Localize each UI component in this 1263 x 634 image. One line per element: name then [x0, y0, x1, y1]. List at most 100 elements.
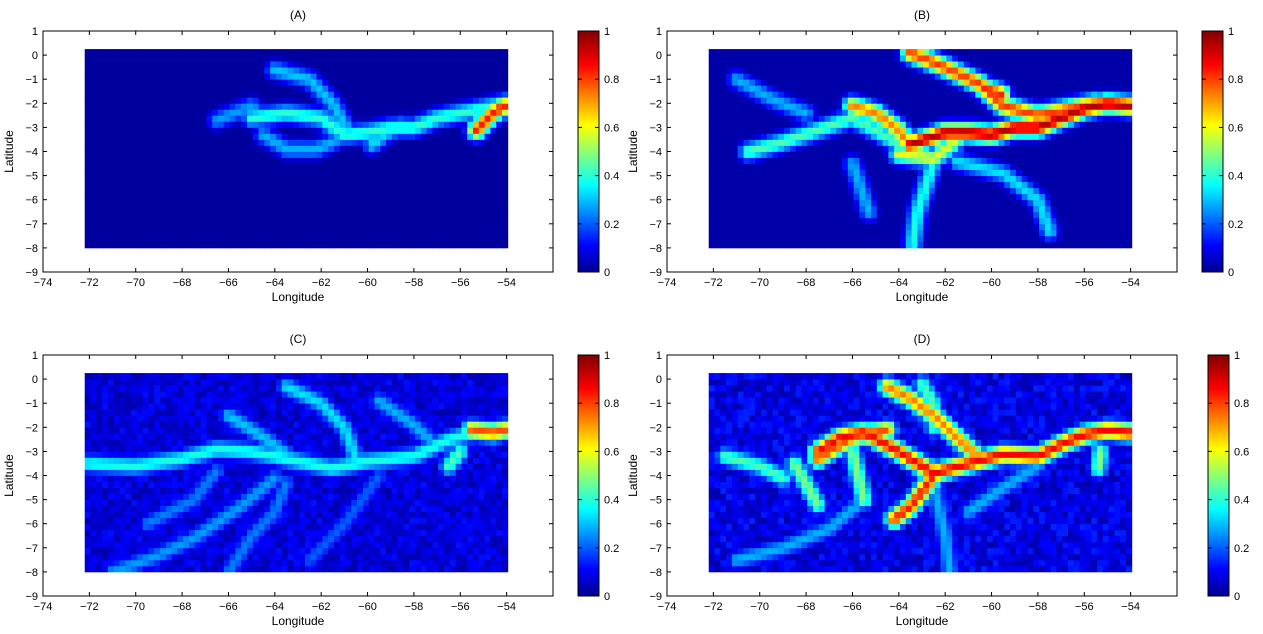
- heatmap-cell: [1062, 133, 1069, 140]
- heatmap-cell: [102, 79, 109, 86]
- heatmap-cell: [478, 175, 486, 183]
- heatmap-cell: [1062, 115, 1069, 122]
- heatmap-cell: [1097, 55, 1104, 62]
- heatmap-cell: [1073, 49, 1081, 56]
- heatmap-cell: [830, 97, 837, 104]
- heatmap-cell: [345, 61, 352, 68]
- heatmap-cell: [351, 139, 358, 146]
- heatmap-cell: [247, 79, 254, 86]
- heatmap-cell: [853, 73, 860, 80]
- heatmap-cell: [1126, 193, 1133, 201]
- heatmap-cell: [1021, 49, 1028, 56]
- heatmap-cell: [223, 217, 231, 225]
- heatmap-cell: [218, 55, 225, 62]
- heatmap-cell: [859, 145, 866, 152]
- heatmap-cell: [975, 175, 982, 183]
- heatmap-cell: [981, 217, 988, 225]
- heatmap-cell: [952, 55, 959, 62]
- heatmap-cell: [1044, 115, 1052, 122]
- heatmap-cell: [247, 211, 254, 219]
- heatmap-cell: [766, 211, 773, 219]
- heatmap-cell: [1050, 187, 1057, 195]
- heatmap-cell: [252, 241, 259, 249]
- heatmap-cell: [842, 73, 849, 80]
- heatmap-cell: [818, 73, 826, 80]
- heatmap-cell: [438, 73, 445, 80]
- heatmap-cell: [731, 79, 739, 86]
- heatmap-cell: [496, 115, 503, 122]
- heatmap-cell: [1114, 67, 1121, 74]
- heatmap-cell: [842, 187, 849, 195]
- heatmap-cell: [766, 145, 773, 152]
- heatmap-cell: [1126, 55, 1133, 62]
- heatmap-cell: [923, 109, 930, 116]
- heatmap-cell: [871, 157, 878, 164]
- heatmap-cell: [1056, 181, 1063, 189]
- heatmap-cell: [380, 79, 387, 86]
- heatmap-cell: [755, 217, 762, 225]
- heatmap-cell: [200, 91, 207, 98]
- heatmap-cell: [299, 115, 306, 122]
- heatmap-cell: [310, 193, 317, 201]
- heatmap-cell: [339, 217, 346, 225]
- heatmap-cell: [934, 109, 941, 116]
- heatmap-cell: [229, 193, 236, 201]
- heatmap-cell: [720, 211, 727, 219]
- heatmap-cell: [362, 145, 370, 152]
- heatmap-cell: [333, 103, 341, 110]
- heatmap-cell: [374, 205, 381, 213]
- heatmap-cell: [708, 73, 715, 80]
- heatmap-cell: [986, 169, 994, 176]
- heatmap-cell: [1097, 139, 1104, 146]
- heatmap-cell: [731, 49, 739, 56]
- heatmap-cell: [339, 79, 346, 86]
- heatmap-cell: [223, 157, 231, 164]
- heatmap-cell: [1044, 169, 1052, 176]
- heatmap-cell: [107, 199, 115, 207]
- heatmap-cell: [148, 139, 155, 146]
- heatmap-cell: [142, 109, 149, 116]
- heatmap-cell: [789, 199, 797, 207]
- heatmap-cell: [351, 91, 358, 98]
- heatmap-cell: [189, 67, 196, 74]
- heatmap-cell: [1102, 217, 1110, 225]
- heatmap-cell: [1073, 79, 1081, 86]
- heatmap-cell: [171, 217, 178, 225]
- heatmap-cell: [478, 109, 486, 116]
- heatmap-cell: [362, 157, 370, 164]
- heatmap-cell: [90, 241, 97, 249]
- heatmap-cell: [714, 229, 721, 237]
- heatmap-cell: [998, 55, 1005, 62]
- heatmap-cell: [212, 229, 219, 237]
- heatmap-cell: [258, 97, 265, 104]
- heatmap-cell: [749, 163, 756, 170]
- heatmap-cell: [1068, 145, 1075, 152]
- heatmap-cell: [795, 181, 802, 189]
- heatmap-cell: [409, 55, 416, 62]
- heatmap-cell: [194, 145, 202, 152]
- heatmap-cell: [438, 157, 445, 164]
- heatmap-cell: [275, 139, 283, 146]
- heatmap-cell: [940, 139, 947, 146]
- heatmap-cell: [778, 121, 785, 128]
- heatmap-cell: [1004, 85, 1011, 92]
- heatmap-cell: [778, 49, 785, 56]
- heatmap-cell: [455, 79, 462, 86]
- heatmap-cell: [981, 181, 988, 189]
- heatmap-cell: [218, 145, 225, 152]
- heatmap-cell: [212, 199, 219, 207]
- heatmap-cell: [299, 187, 306, 195]
- heatmap-cell: [310, 205, 317, 213]
- heatmap-cell: [160, 97, 167, 104]
- heatmap-cell: [1010, 205, 1017, 213]
- heatmap-cell: [125, 199, 132, 207]
- heatmap-cell: [789, 217, 797, 225]
- heatmap-cell: [813, 73, 820, 80]
- heatmap-cell: [899, 55, 907, 62]
- heatmap-cell: [478, 73, 486, 80]
- heatmap-cell: [1021, 205, 1028, 213]
- heatmap-cell: [333, 109, 341, 116]
- heatmap-cell: [957, 49, 965, 56]
- heatmap-cell: [235, 139, 242, 146]
- heatmap-cell: [386, 73, 393, 80]
